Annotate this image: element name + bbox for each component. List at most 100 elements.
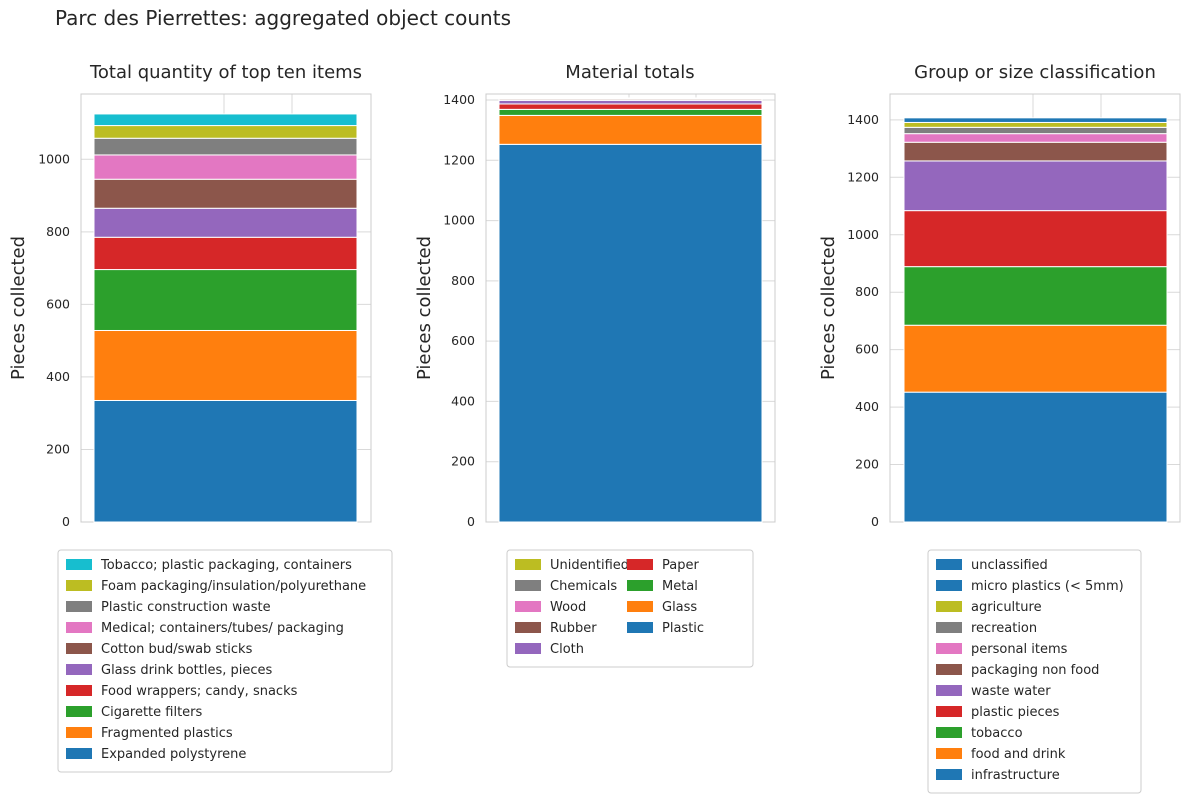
legend: Unidentified Chemicals Wood Rubber Cloth Pape… [506,549,754,668]
bar-segment [93,329,358,401]
legend-frame [927,549,1142,794]
bar-segment [903,126,1168,135]
bar-segment [498,143,763,523]
legend-label: micro plastics (< 5mm) [971,579,1124,594]
y-tick-label: 800 [46,224,70,239]
legend-swatch [627,622,653,633]
bar-segment [93,154,358,180]
bar-segment [903,117,1168,123]
legend-swatch [66,748,92,759]
bar-segment [903,266,1168,326]
y-tick-label: 200 [46,441,70,456]
bar-segment [903,160,1168,212]
y-axis-label: Pieces collected [414,236,435,380]
bar-segment [903,391,1168,523]
figure-title: Parc des Pierrettes: aggregated object c… [55,6,511,30]
bar-segment [93,137,358,156]
bar-segment [498,108,763,116]
legend-label: Expanded polystyrene [101,747,246,762]
legend-swatch [936,580,962,591]
legend-label: Cotton bud/swab sticks [101,642,253,657]
y-tick-label: 1400 [443,92,475,107]
bar-segment [903,141,1168,162]
y-tick-label: 1000 [443,213,475,228]
legend-label: Medical; containers/tubes/ packaging [101,621,344,636]
y-tick-label: 800 [451,273,475,288]
legend-swatch [66,685,92,696]
legend-swatch [66,706,92,717]
y-axis-label: Pieces collected [8,236,29,380]
legend-label: Plastic [662,621,704,636]
y-tick-label: 0 [62,514,70,529]
bar-segment [498,99,763,105]
y-tick-label: 200 [451,454,475,469]
legend-label: Plastic construction waste [101,600,271,615]
legend-label: agriculture [971,600,1042,615]
y-tick-label: 400 [855,399,879,414]
legend-label: personal items [971,642,1068,657]
legend-swatch [515,622,541,633]
legend-swatch [936,706,962,717]
legend-label: waste water [971,684,1051,699]
y-tick-label: 1200 [847,169,879,184]
legend-swatch [627,559,653,570]
y-tick-label: 600 [855,342,879,357]
legend-swatch [515,601,541,612]
legend-swatch [936,727,962,738]
legend: Tobacco; plastic packaging, containers Fo… [57,549,393,773]
bar-segment [903,324,1168,393]
legend-label: tobacco [971,726,1023,741]
legend-frame [57,549,393,773]
y-tick-label: 400 [451,393,475,408]
legend-label: Cigarette filters [101,705,203,720]
legend-swatch [936,601,962,612]
legend-swatch [66,580,92,591]
y-tick-label: 600 [46,296,70,311]
y-tick-label: 0 [871,514,879,529]
y-tick-label: 600 [451,333,475,348]
legend-label: Wood [550,600,586,615]
y-tick-label: 400 [46,369,70,384]
legend-swatch [627,580,653,591]
legend-label: Cloth [550,642,584,657]
chart-title: Group or size classification [914,62,1156,83]
legend-label: packaging non food [971,663,1099,678]
legend-label: Unidentified [550,558,629,573]
chart-panel-2: 0 200 400 600 800 1000 1200 1400 Material totals… [414,62,776,668]
bar-segment [93,207,358,238]
legend-swatch [936,769,962,780]
legend-label: unclassified [971,558,1048,573]
legend-label: recreation [971,621,1037,636]
legend-swatch [936,685,962,696]
legend-label: plastic pieces [971,705,1060,720]
chart-title: Total quantity of top ten items [89,62,362,83]
bar-segment [903,210,1168,268]
y-tick-label: 1400 [847,112,879,127]
bar-segment [903,133,1168,143]
y-tick-label: 1000 [847,227,879,242]
legend-label: infrastructure [971,768,1060,783]
bar-segment [498,103,763,110]
legend-swatch [66,622,92,633]
bar-segment [93,125,358,139]
chart-panel-1: 0 200 400 600 800 1000 Total quantity of top t… [8,62,393,773]
legend-swatch [936,622,962,633]
legend-label: Fragmented plastics [101,726,233,741]
legend-label: Food wrappers; candy, snacks [101,684,298,699]
y-axis-label: Pieces collected [818,236,839,380]
legend-swatch [936,748,962,759]
bar-segment [93,399,358,523]
legend-label: Metal [662,579,698,594]
legend-label: Chemicals [550,579,617,594]
legend-swatch [66,601,92,612]
legend-label: Rubber [550,621,597,636]
y-tick-label: 1200 [443,152,475,167]
bar-segment [498,114,763,145]
y-tick-label: 200 [855,457,879,472]
legend-swatch [66,643,92,654]
y-tick-label: 800 [855,284,879,299]
bar-segment [93,236,358,271]
legend-label: Glass drink bottles, pieces [101,663,272,678]
legend-swatch [66,664,92,675]
